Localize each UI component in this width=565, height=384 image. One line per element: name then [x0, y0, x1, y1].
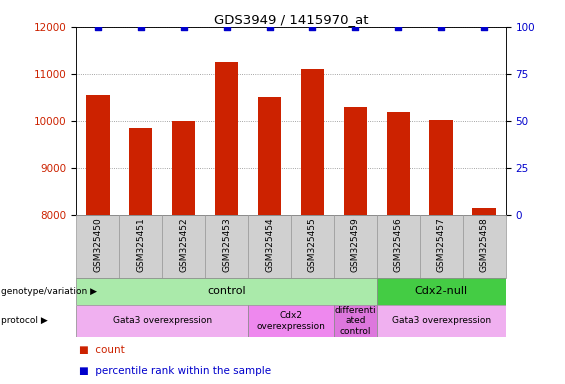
Point	[222, 24, 231, 30]
Point	[351, 24, 360, 30]
Bar	[472, 208, 496, 384]
Bar	[86, 95, 110, 384]
Title: GDS3949 / 1415970_at: GDS3949 / 1415970_at	[214, 13, 368, 26]
Bar	[119, 215, 162, 278]
Text: GSM325457: GSM325457	[437, 217, 446, 272]
Point	[394, 24, 403, 30]
Bar	[76, 305, 248, 337]
Bar	[291, 215, 334, 278]
Text: GSM325453: GSM325453	[222, 217, 231, 272]
Text: GSM325458: GSM325458	[480, 217, 489, 272]
Text: GSM325450: GSM325450	[93, 217, 102, 272]
Text: ■  count: ■ count	[79, 345, 125, 355]
Bar	[248, 215, 291, 278]
Text: GSM325452: GSM325452	[179, 217, 188, 271]
Text: GSM325454: GSM325454	[265, 217, 274, 271]
Bar	[344, 107, 367, 384]
Bar	[334, 215, 377, 278]
Point	[179, 24, 188, 30]
Bar	[129, 128, 153, 384]
Text: protocol ▶: protocol ▶	[1, 316, 48, 325]
Point	[265, 24, 274, 30]
Bar	[205, 215, 248, 278]
Text: control: control	[207, 286, 246, 296]
Text: Gata3 overexpression: Gata3 overexpression	[392, 316, 491, 325]
Bar	[377, 215, 420, 278]
Bar	[420, 215, 463, 278]
Text: genotype/variation ▶: genotype/variation ▶	[1, 287, 97, 296]
Bar	[258, 98, 281, 384]
Text: Cdx2
overexpression: Cdx2 overexpression	[257, 311, 325, 331]
Point	[308, 24, 317, 30]
Text: ■  percentile rank within the sample: ■ percentile rank within the sample	[79, 366, 271, 376]
Point	[93, 24, 102, 30]
Text: GSM325451: GSM325451	[136, 217, 145, 272]
Point	[437, 24, 446, 30]
Text: GSM325456: GSM325456	[394, 217, 403, 272]
Bar	[215, 62, 238, 384]
Bar	[463, 215, 506, 278]
Bar	[334, 305, 377, 337]
Bar	[429, 120, 453, 384]
Bar	[162, 215, 205, 278]
Text: Cdx2-null: Cdx2-null	[415, 286, 468, 296]
Point	[480, 24, 489, 30]
Bar	[76, 278, 377, 305]
Point	[136, 24, 145, 30]
Bar	[377, 278, 506, 305]
Bar	[248, 305, 334, 337]
Bar	[301, 69, 324, 384]
Text: GSM325459: GSM325459	[351, 217, 360, 272]
Bar	[172, 121, 195, 384]
Bar	[386, 112, 410, 384]
Bar	[377, 305, 506, 337]
Text: differenti
ated
control: differenti ated control	[334, 306, 376, 336]
Bar	[76, 215, 119, 278]
Text: Gata3 overexpression: Gata3 overexpression	[112, 316, 212, 325]
Text: GSM325455: GSM325455	[308, 217, 317, 272]
